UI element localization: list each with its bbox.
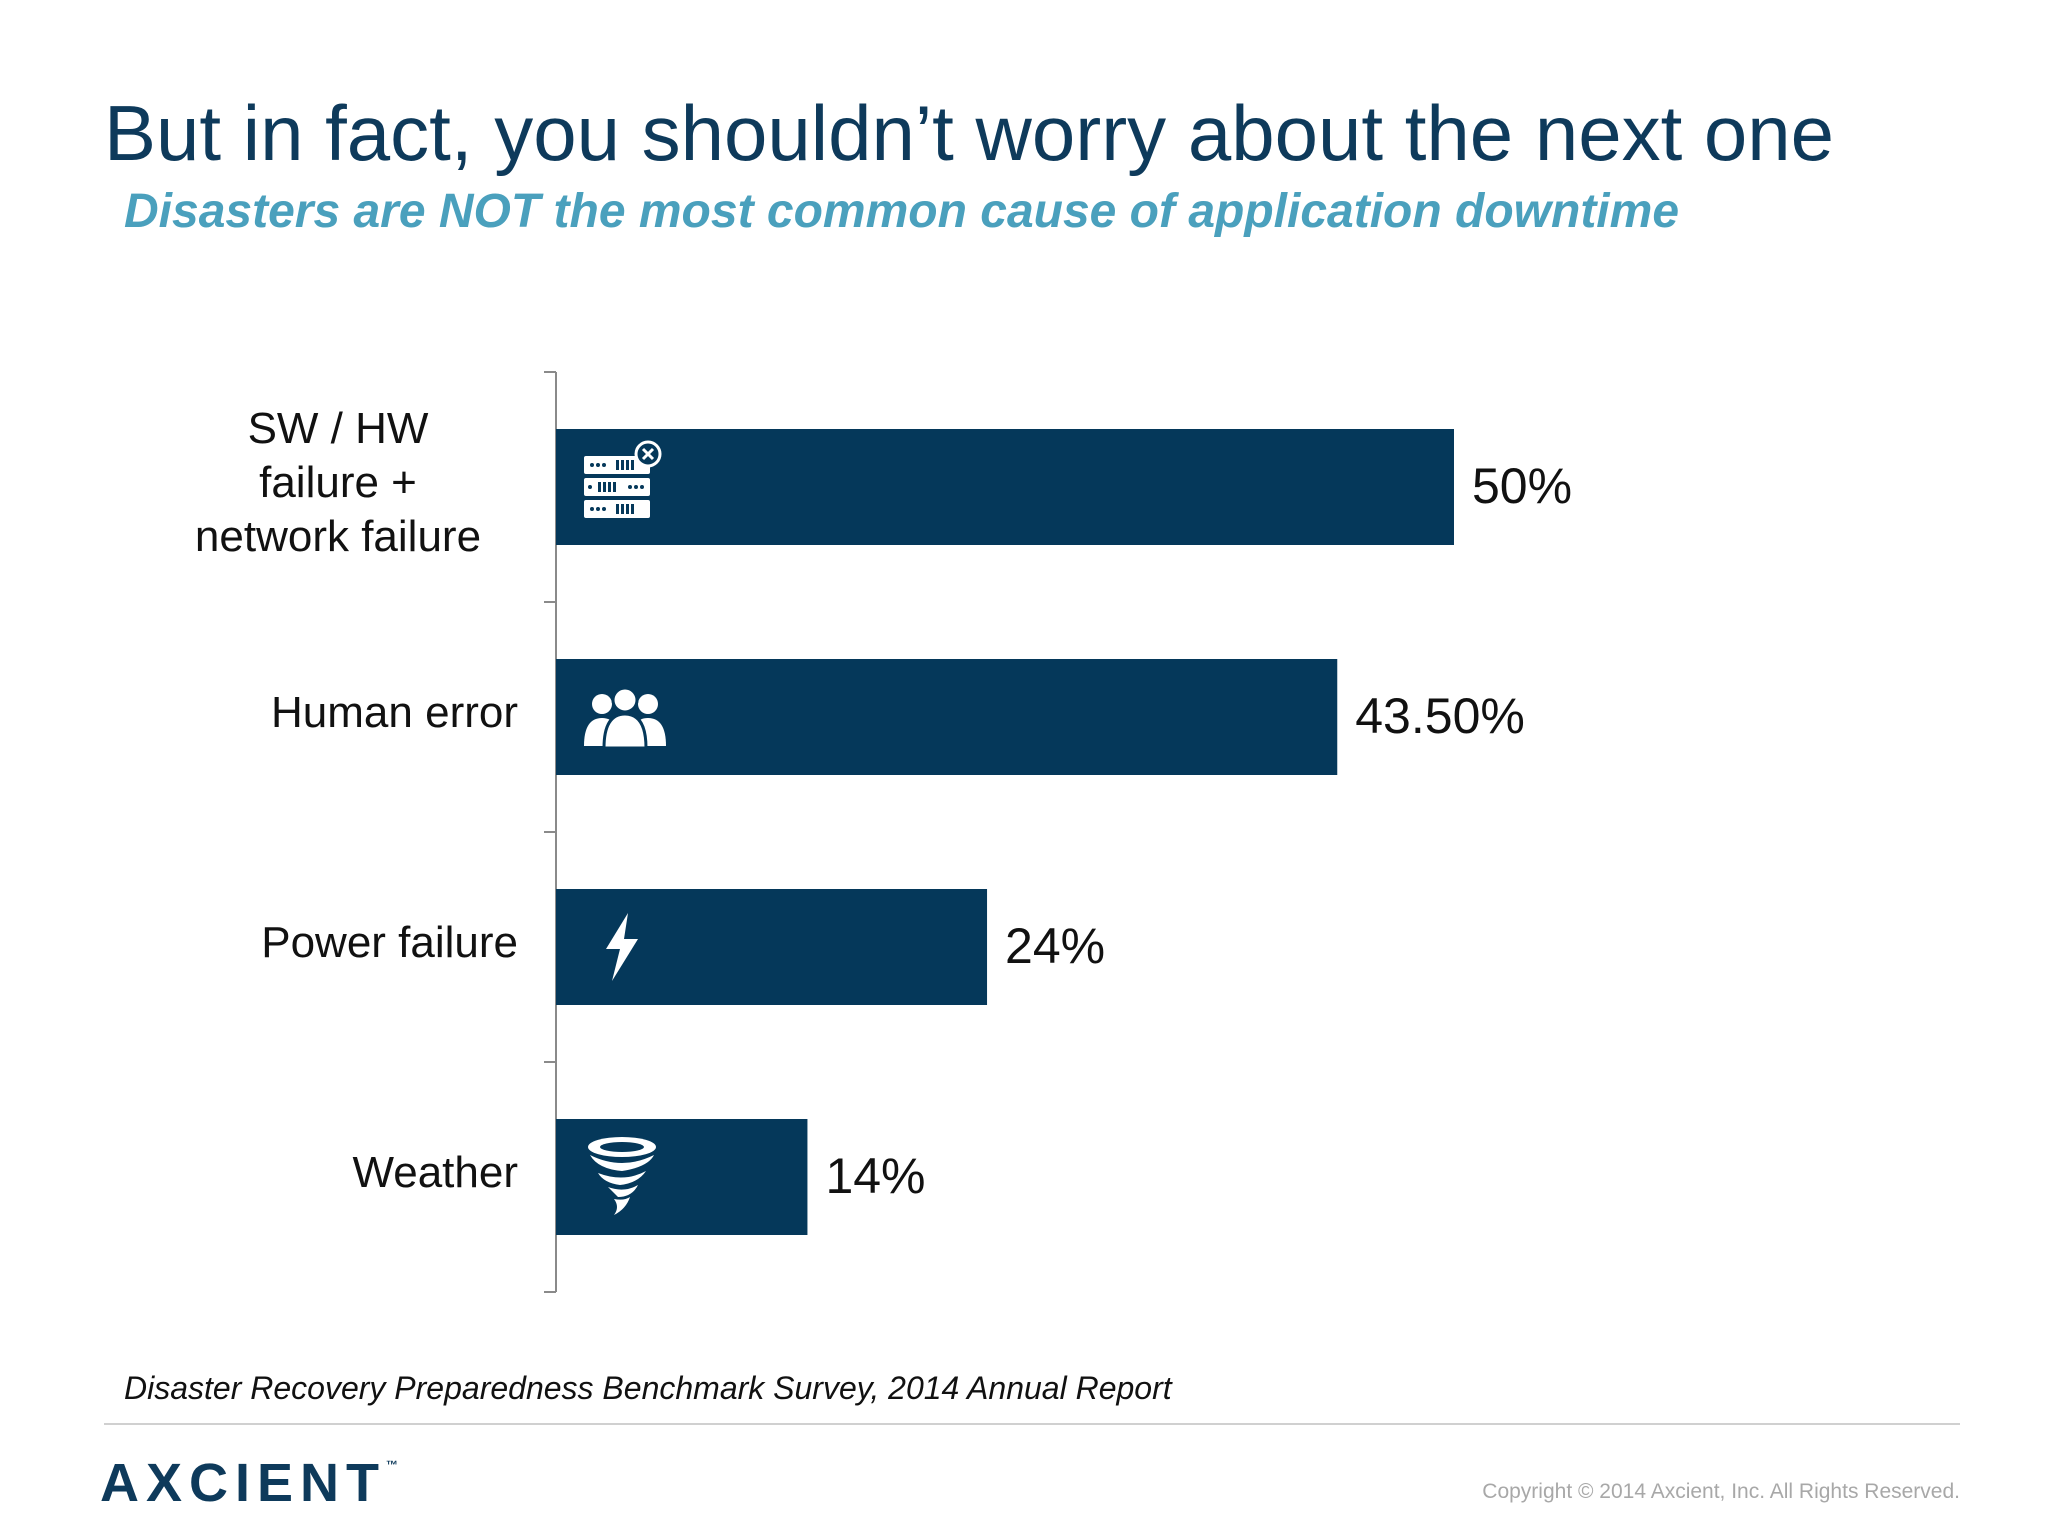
axcient-logo: AXCIENT™ <box>100 1452 398 1514</box>
people-icon <box>584 686 666 750</box>
bar-value-label: 24% <box>1005 918 1106 974</box>
bar-value-label: 50% <box>1472 458 1573 514</box>
bar <box>556 1119 808 1235</box>
tornado-icon <box>588 1137 656 1215</box>
category-label-line: Power failure <box>261 918 518 967</box>
slide-title: But in fact, you shouldn’t worry about t… <box>104 89 1835 177</box>
category-label-line: Weather <box>352 1148 519 1197</box>
logo-trademark: ™ <box>386 1458 399 1472</box>
source-note: Disaster Recovery Preparedness Benchmark… <box>124 1370 1172 1406</box>
logo-text: AXCIENT <box>100 1453 387 1513</box>
server-error-icon <box>584 440 662 518</box>
category-label: Human error <box>158 686 518 740</box>
bar <box>556 429 1454 545</box>
bar-value-label: 14% <box>825 1148 926 1204</box>
slide-subtitle: Disasters are NOT the most common cause … <box>124 185 1680 238</box>
category-label-line: Human error <box>271 688 518 737</box>
lightning-icon <box>606 913 638 981</box>
category-label-line: network failure <box>194 512 482 561</box>
category-label: Power failure <box>158 916 518 970</box>
footer-divider <box>104 1423 1960 1425</box>
category-label-line: SW / HW <box>247 404 429 453</box>
category-label: Weather <box>158 1146 519 1200</box>
category-label: SW / HW failure + network failure <box>158 402 518 564</box>
copyright-notice: Copyright © 2014 Axcient, Inc. All Right… <box>1482 1480 1960 1503</box>
category-label-line: failure + <box>259 458 417 507</box>
bar-value-label: 43.50% <box>1355 688 1525 744</box>
bar <box>556 659 1338 775</box>
